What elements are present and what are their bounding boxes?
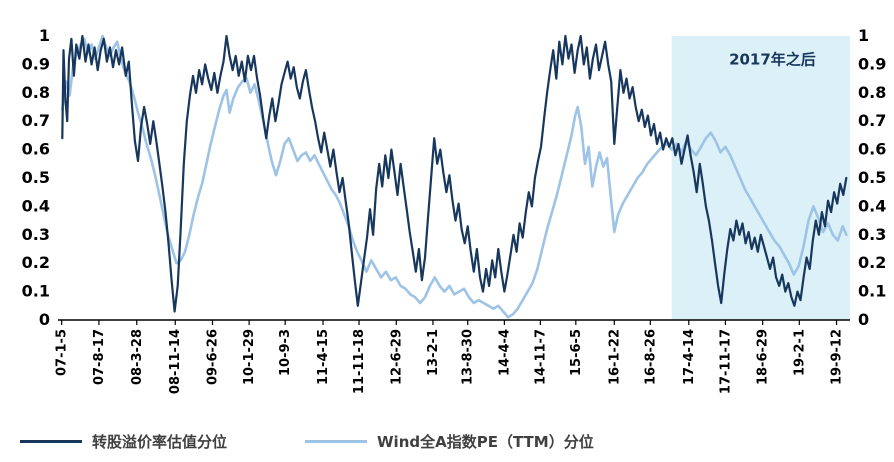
x-axis-label: 12-6-29 <box>389 329 404 385</box>
y-axis-label-right: 0.7 <box>858 111 886 130</box>
y-axis-label-left: 0.9 <box>22 54 50 73</box>
x-axis-label: 08-3-28 <box>130 329 145 385</box>
legend-item-premium-percentile: 转股溢价率估值分位 <box>20 431 227 452</box>
x-axis-label: 10-9-3 <box>278 329 293 376</box>
y-axis-label-right: 1 <box>858 26 869 45</box>
x-axis-label: 08-11-14 <box>168 329 183 394</box>
y-axis-label-left: 0.6 <box>22 140 50 159</box>
annotation-after-2017: 2017年之后 <box>729 50 816 68</box>
y-axis-label-right: 0.8 <box>858 83 886 102</box>
x-axis-label: 13-2-1 <box>426 329 441 376</box>
y-axis-label-left: 0.1 <box>22 282 50 301</box>
x-axis-label: 14-11-7 <box>533 329 548 385</box>
x-axis-label: 17-11-17 <box>718 329 733 394</box>
y-axis-label-right: 0.3 <box>858 225 886 244</box>
y-axis-label-left: 0.5 <box>22 168 50 187</box>
x-axis-label: 13-8-30 <box>461 329 476 385</box>
x-axis-label: 17-4-14 <box>682 329 697 385</box>
y-axis-label-right: 0.4 <box>858 196 886 215</box>
y-axis-label-right: 0 <box>858 310 869 329</box>
y-axis-label-left: 0 <box>39 310 50 329</box>
legend-line-sample-light <box>305 439 368 443</box>
x-axis-label: 16-1-22 <box>607 329 622 385</box>
x-axis-label: 15-6-5 <box>569 329 584 376</box>
legend-line-sample-dark <box>20 439 82 443</box>
y-axis-label-right: 0.9 <box>858 54 886 73</box>
series-line-0 <box>61 34 848 313</box>
y-axis-label-right: 0.1 <box>858 282 886 301</box>
y-axis-label-right: 0.2 <box>858 253 886 272</box>
x-axis-label: 16-8-26 <box>643 329 658 385</box>
y-axis-label-right: 0.5 <box>858 168 886 187</box>
legend-label-premium-percentile: 转股溢价率估值分位 <box>92 432 228 451</box>
y-axis-label-right: 0.6 <box>858 140 886 159</box>
x-axis-label: 07-1-5 <box>55 329 70 376</box>
y-axis-label-left: 0.2 <box>22 253 50 272</box>
y-axis-label-left: 1 <box>39 26 50 45</box>
legend-item-pe-percentile: Wind全A指数PE（TTM）分位 <box>305 431 594 452</box>
x-axis-label: 18-6-29 <box>756 329 771 385</box>
y-axis-label-left: 0.8 <box>22 83 50 102</box>
x-axis-label: 09-6-26 <box>205 329 220 385</box>
chart-container: 0 0 0.1 0.1 0.2 0.2 0.3 0.3 0.4 0.4 0.5 0.5 0.6 0.6 0.… <box>22 26 887 394</box>
x-axis-label: 19-2-1 <box>792 329 807 376</box>
x-axis-label: 19-9-12 <box>830 329 845 385</box>
chart-legend: 转股溢价率估值分位 Wind全A指数PE（TTM）分位 <box>20 424 894 458</box>
legend-label-pe-percentile: Wind全A指数PE（TTM）分位 <box>377 432 594 451</box>
x-axis-label: 07-8-17 <box>92 329 107 385</box>
x-axis-label: 11-4-15 <box>316 329 331 385</box>
x-axis-label: 10-1-29 <box>242 329 257 385</box>
y-axis-label-left: 0.7 <box>22 111 50 130</box>
y-axis-label-left: 0.4 <box>22 196 50 215</box>
y-axis-label-left: 0.3 <box>22 225 50 244</box>
line-chart: 0 0 0.1 0.1 0.2 0.2 0.3 0.3 0.4 0.4 0.5 0.5 0.6 0.6 0.… <box>22 26 887 394</box>
x-axis-label: 11-11-18 <box>352 329 367 394</box>
x-axis-label: 14-4-4 <box>497 329 512 376</box>
